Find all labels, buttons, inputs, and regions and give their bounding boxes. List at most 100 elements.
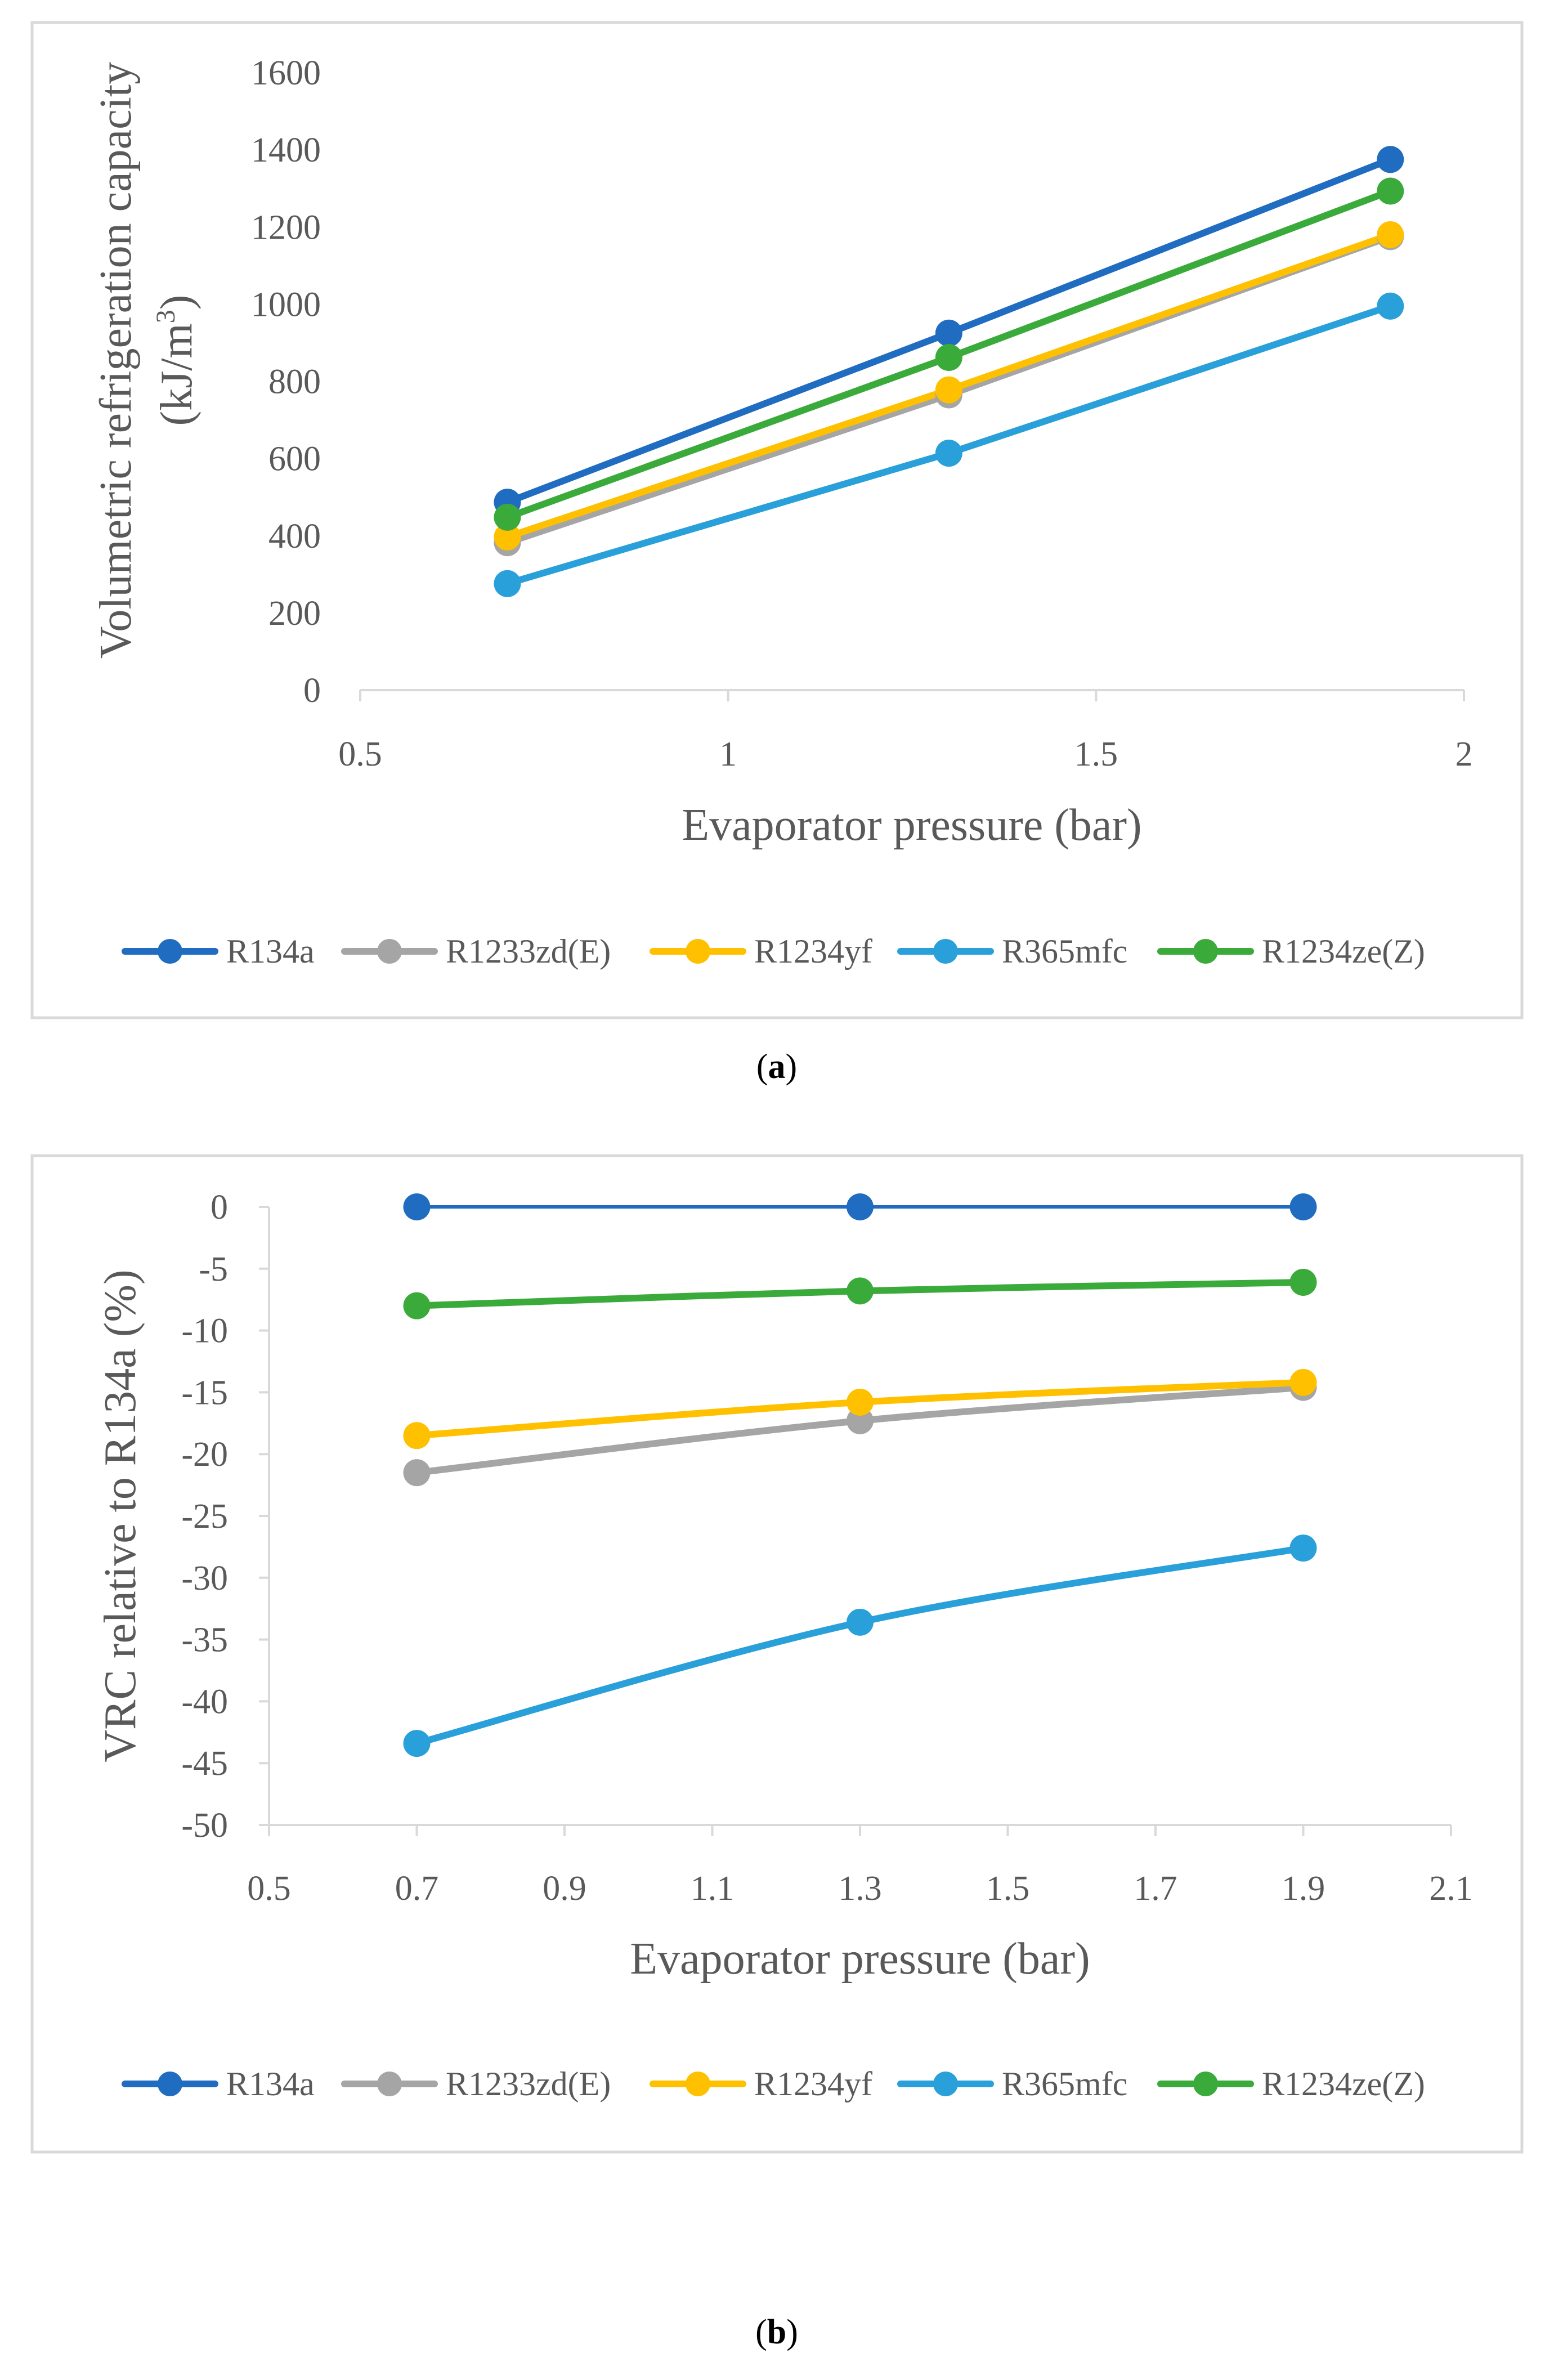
chart-panel-a: 0 200 400 600 800 1000 1200 1400 1600 0.5 1 1.5 2 E… [30,21,1524,1019]
chart-a-legend-marker-r1234ze-z [1193,939,1218,964]
chart-a-legend-label-r1233zd-e: R1233zd(E) [446,933,611,970]
chart-a-point-r365mfc [494,570,521,597]
chart-b-y-tick-label: -15 [181,1374,228,1412]
chart-a-point-r1234ze-z [494,503,521,531]
chart-b-x-axis-title: Evaporator pressure (bar) [630,1934,1090,1984]
chart-a-legend-marker-r134a [158,939,182,964]
chart-b-x-tick-label: 1.3 [838,1869,882,1908]
chart-a-y-axis-title-line1: Volumetric refrigeration capacity [91,62,141,659]
chart-b-y-tick-label: -35 [181,1621,228,1659]
chart-a-point-r365mfc [935,440,962,467]
chart-a-legend-label-r134a: R134a [226,933,315,970]
caption-a-letter: a [768,1048,786,1086]
chart-a-x-axis-title: Evaporator pressure (bar) [682,800,1141,850]
chart-a-point-r1234yf [935,376,962,404]
chart-a-y-tick-label: 800 [268,363,321,401]
chart-b-x-tick-marks [268,1825,1452,1836]
chart-b-legend: R134a R1233zd(E) R1234yf R365mfc R1234ze(Z) [122,2065,1425,2102]
chart-b-point-r1233zd-e [403,1459,431,1487]
caption-b: (b) [755,2313,798,2351]
chart-a-y-tick-label: 1200 [251,208,321,247]
chart-b-x-tick-label: 1.5 [986,1869,1030,1908]
chart-a-legend-label-r1234ze-z: R1234ze(Z) [1262,933,1425,970]
chart-b-x-tick-label: 1.7 [1134,1869,1177,1908]
chart-panel-b: 0 -5 -10 -15 -20 -25 -30 -35 -40 -45 -50 0.5 0.7 0.9… [30,1154,1524,2154]
chart-b-point-r1234yf [847,1388,874,1416]
chart-a-y-tick-label: 1600 [251,54,321,92]
chart-b-y-tick-labels: 0 -5 -10 -15 -20 -25 -30 -35 -40 -45 -50 [181,1188,228,1845]
chart-b-point-r134a [403,1193,431,1220]
chart-b-point-r134a [1289,1193,1317,1220]
chart-b-legend-label-r1234ze-z: R1234ze(Z) [1262,2065,1425,2102]
chart-b-x-tick-label: 2.1 [1429,1869,1473,1908]
chart-b-y-tick-label: -20 [181,1435,228,1474]
chart-b-y-tick-label: 0 [211,1188,228,1227]
chart-a-y-tick-labels: 0 200 400 600 800 1000 1200 1400 1600 [251,54,321,710]
chart-a-point-r1234yf [1377,221,1404,248]
chart-a-x-tick-label: 2 [1456,735,1473,773]
chart-a-y-tick-label: 400 [268,517,321,556]
chart-a-y-tick-label: 200 [268,594,321,633]
chart-a-x-tick-labels: 0.5 1 1.5 2 [338,735,1472,773]
chart-b-series-points [403,1193,1317,1757]
chart-b-y-tick-label: -40 [181,1683,228,1721]
chart-a-series-points [494,146,1404,597]
chart-b-point-r1234yf [1289,1368,1317,1396]
chart-a-point-r134a [1377,146,1404,173]
chart-b-legend-label-r365mfc: R365mfc [1002,2065,1127,2102]
chart-b-legend-marker-r1234yf [686,2072,710,2096]
chart-a-series-lines [504,156,1394,587]
chart-b-series-line-r365mfc [413,1545,1307,1747]
chart-a-legend-marker-r365mfc [933,939,958,964]
chart-b-point-r1234ze-z [1289,1268,1317,1296]
chart-b-legend-label-r1233zd-e: R1233zd(E) [446,2065,611,2102]
chart-b-legend-marker-r365mfc [933,2072,958,2096]
chart-a-point-r134a [935,319,962,347]
chart-b-point-r365mfc [1289,1535,1317,1562]
chart-a-legend-marker-r1233zd-e [377,939,402,964]
chart-a-x-tick-marks [359,690,1465,701]
chart-b-x-tick-labels: 0.5 0.7 0.9 1.1 1.3 1.5 1.7 1.9 2.1 [247,1869,1473,1908]
chart-b-point-r365mfc [403,1730,431,1757]
chart-a-legend-label-r1234yf: R1234yf [754,933,872,970]
chart-b-frame [30,1154,1524,2154]
chart-b-x-tick-label: 0.5 [247,1869,291,1908]
chart-b-point-r365mfc [847,1608,874,1636]
chart-b-point-r1234yf [403,1422,431,1450]
chart-b-legend-marker-r1233zd-e [377,2072,402,2096]
chart-b-y-tick-label: -50 [181,1806,228,1845]
chart-b-y-tick-marks [259,1206,269,1826]
chart-a-point-r1234ze-z [935,343,962,371]
chart-a-x-tick-label: 1 [719,735,737,773]
chart-b-legend-label-r1234yf: R1234yf [754,2065,872,2102]
svg-text:(kJ/m3): (kJ/m3) [151,295,201,426]
chart-b-point-r1234ze-z [403,1292,431,1319]
chart-a-y-tick-label: 1400 [251,131,321,169]
chart-a-y-tick-label: 0 [303,672,321,710]
chart-a-point-r1234ze-z [1377,177,1404,205]
chart-a-y-axis-title: Volumetric refrigeration capacity [91,62,141,659]
chart-b-y-tick-label: -5 [199,1250,228,1289]
chart-b-y-axis-title-group: VRC relative to R134a (%) [96,1269,145,1762]
chart-a-y-axis-unit: (kJ/m3) [151,295,201,426]
chart-b-y-tick-label: -30 [181,1559,228,1598]
chart-b-y-tick-label: -10 [181,1312,228,1350]
chart-a-y-tick-label: 600 [268,440,321,478]
chart-b-legend-marker-r134a [158,2072,182,2096]
chart-b-point-r1233zd-e [847,1407,874,1434]
chart-a-legend: R134a R1233zd(E) R1234yf R365mfc R1234ze(Z) [122,933,1425,970]
chart-a-point-r365mfc [1377,292,1404,320]
chart-b-legend-marker-r1234ze-z [1193,2072,1218,2096]
chart-b-y-tick-label: -25 [181,1497,228,1536]
chart-a-y-unit-sup: 3 [151,310,181,323]
chart-a-frame [30,21,1524,1019]
chart-a-point-r1234yf [494,523,521,551]
caption-b-letter: b [767,2313,786,2351]
chart-b-x-tick-label: 0.7 [395,1869,439,1908]
chart-b-y-axis-title: VRC relative to R134a (%) [96,1269,145,1762]
chart-b-point-r1234ze-z [847,1277,874,1305]
chart-b-y-tick-label: -45 [181,1744,228,1783]
chart-a-legend-label-r365mfc: R365mfc [1002,933,1127,970]
chart-a-y-unit-prefix: (kJ/m [152,323,201,426]
